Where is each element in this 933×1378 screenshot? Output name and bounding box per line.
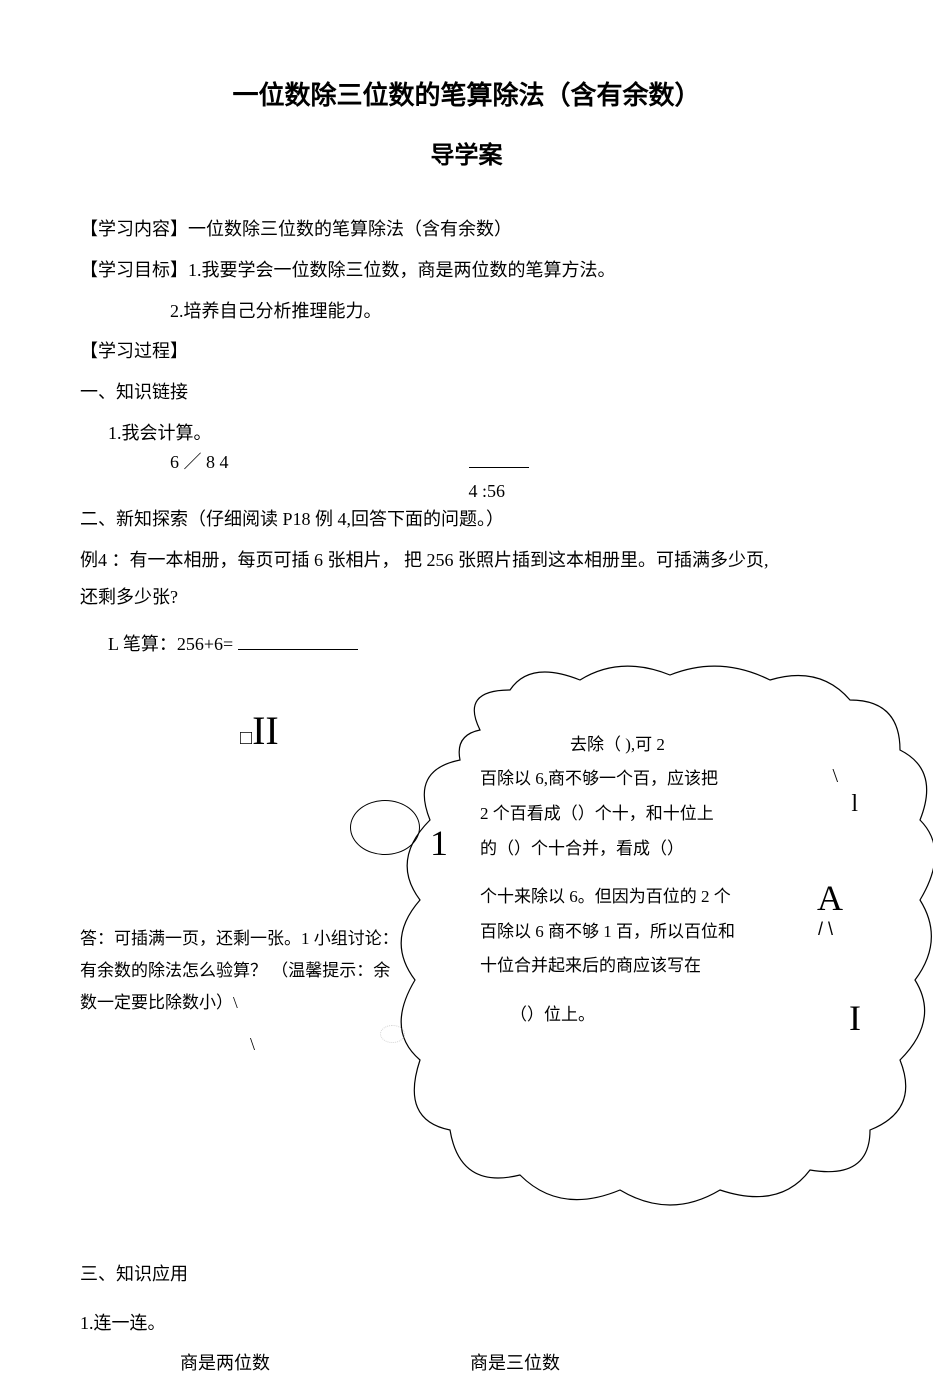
left-column: L 笔算：256+6= □II 答：可插满一页，还剩一张。1 小组讨论： 有余数… xyxy=(80,630,853,1020)
match-col-1: 商是两位数 xyxy=(180,1349,270,1378)
document-subtitle: 导学案 xyxy=(80,137,853,175)
answer-line-2: 有余数的除法怎么验算？ （温馨提示：余 xyxy=(80,955,440,987)
content-area: 1 L 笔算：256+6= □II 答：可插满一页，还剩一张。1 小组讨论： 有… xyxy=(80,630,853,1250)
calculation-row: 6 ／ 8 4 4 :56 xyxy=(80,448,853,506)
section-1-heading: 一、知识链接 xyxy=(80,378,853,407)
section-3-item: 1.连一连。 xyxy=(80,1309,853,1338)
study-content: 【学习内容】一位数除三位数的笔算除法（含有余数） xyxy=(80,215,853,244)
study-goals: 【学习目标】1.我要学会一位数除三位数，商是两位数的笔算方法。 xyxy=(80,256,853,285)
example-continuation: 还剩多少张? xyxy=(80,583,853,612)
match-row: 商是两位数 商是三位数 xyxy=(80,1349,853,1378)
goals-label: 【学习目标】 xyxy=(80,260,188,280)
blank-line-icon xyxy=(469,450,529,468)
faint-circle-icon xyxy=(380,1025,405,1043)
stray-slash-2: \ xyxy=(250,1030,255,1059)
section-1-item: 1.我会计算。 xyxy=(80,419,853,448)
example-text: 例4 ：有一本相册，每页可插 6 张相片， 把 256 张照片插到这本相册里。可… xyxy=(80,546,853,575)
roman-numeral: II xyxy=(252,708,279,753)
study-process-label: 【学习过程】 xyxy=(80,337,853,366)
calc-2: 4 :56 xyxy=(469,448,529,506)
goal-1: 1.我要学会一位数除三位数，商是两位数的笔算方法。 xyxy=(188,260,616,280)
goal-2: 2.培养自己分析推理能力。 xyxy=(80,297,853,326)
answer-line-3: 数一定要比除数小）\ xyxy=(80,987,440,1019)
calc-label-text: L 笔算：256+6= xyxy=(108,634,233,654)
document-title: 一位数除三位数的笔算除法（含有余数） xyxy=(80,75,853,117)
calc-label: L 笔算：256+6= xyxy=(80,630,853,659)
answer-line-1: 答：可插满一页，还剩一张。1 小组讨论： xyxy=(80,923,440,955)
calc-1: 6 ／ 8 4 xyxy=(170,448,229,506)
symbol-block: □II xyxy=(80,699,853,763)
section-2-heading: 二、新知探索（仔细阅读 P18 例 4,回答下面的问题。） xyxy=(80,505,853,534)
section-3-heading: 三、知识应用 xyxy=(80,1260,853,1289)
answer-block: 答：可插满一页，还剩一张。1 小组讨论： 有余数的除法怎么验算？ （温馨提示：余… xyxy=(80,923,440,1020)
box-icon: □ xyxy=(240,727,252,749)
calc-2-text: 4 :56 xyxy=(469,481,506,501)
blank-line-long-icon xyxy=(238,632,358,650)
match-col-2: 商是三位数 xyxy=(470,1349,560,1378)
